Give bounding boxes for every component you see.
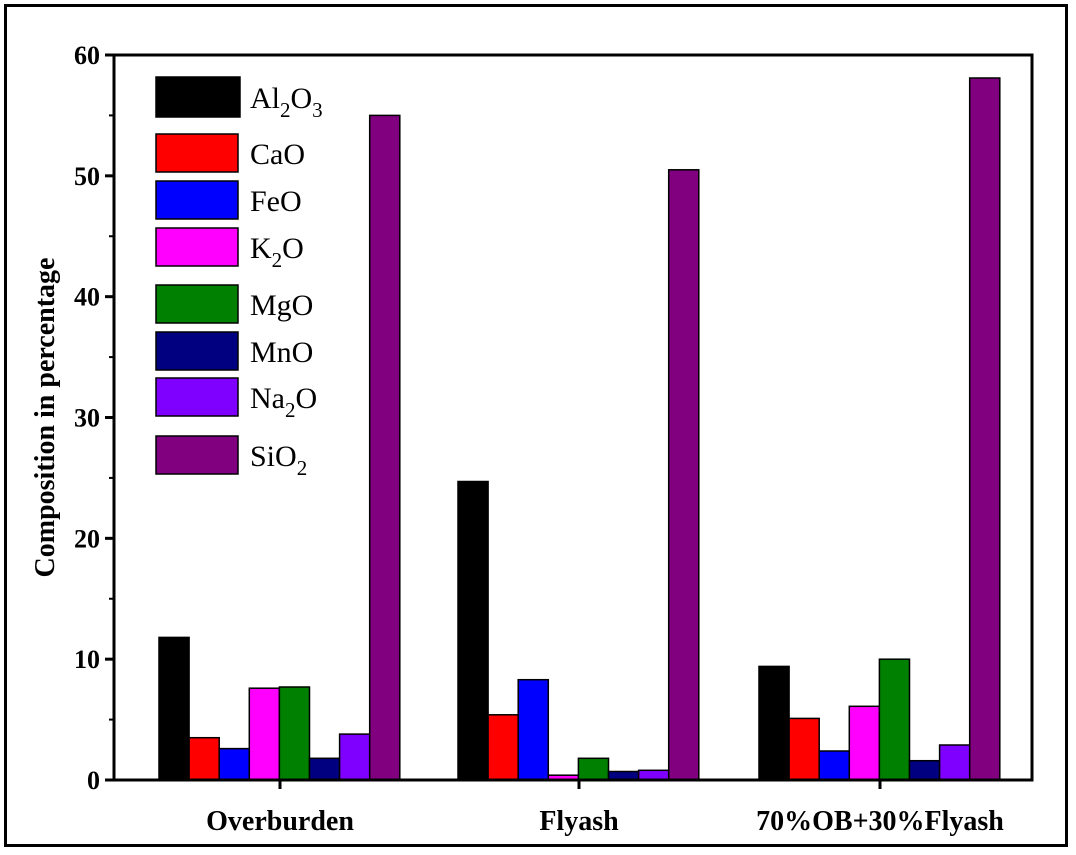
bar-mgo-1 (577, 757, 610, 781)
bar-al2o3-0 (158, 636, 190, 781)
y-tick-label: 40 (74, 283, 100, 312)
legend-label-sio2: SiO2 (250, 440, 307, 480)
legend-swatch-k2o (155, 227, 239, 267)
y-tick-label: 60 (74, 41, 100, 70)
legend-label-mgo: MgO (250, 289, 313, 322)
bar-cao-1 (487, 714, 519, 781)
legend-label-al2o3: Al2O3 (250, 82, 323, 122)
bar-cao-2 (788, 717, 820, 781)
bar-mno-2 (908, 759, 941, 781)
y-tick-label: 0 (87, 766, 100, 795)
bar-k2o-2 (848, 705, 881, 781)
y-tick-label: 50 (74, 162, 100, 191)
y-tick-label: 20 (74, 524, 100, 553)
bar-mgo-2 (878, 658, 911, 781)
bar-cao-0 (188, 736, 220, 781)
bar-feo-1 (517, 678, 550, 781)
legend-swatch-mgo (155, 284, 239, 324)
bar-na2o-2 (938, 744, 971, 781)
bar-sio2-1 (667, 169, 700, 781)
bar-al2o3-1 (457, 480, 489, 781)
x-category-label: Overburden (206, 806, 354, 837)
legend-swatch-na2o (155, 377, 239, 417)
legend-swatch-al2o3 (155, 76, 241, 118)
bar-sio2-0 (368, 114, 401, 781)
y-tick-label: 10 (74, 645, 100, 674)
legend-swatch-feo (155, 180, 239, 220)
legend-label-k2o: K2O (250, 232, 304, 272)
legend-label-feo: FeO (250, 185, 302, 218)
legend-swatch-sio2 (155, 435, 239, 475)
axis-ticks: 0 10 20 30 40 50 60 Overburden Flyash 70%OB+30%Fl… (74, 41, 1004, 837)
y-tick-label: 30 (74, 404, 100, 433)
legend-label-mno: MnO (250, 336, 313, 369)
bar-feo-0 (218, 747, 251, 781)
x-category-label: 70%OB+30%Flyash (756, 806, 1004, 837)
x-category-label: Flyash (539, 806, 619, 837)
bar-feo-2 (818, 750, 851, 781)
legend: Al2O3 CaO FeO K2O MgO MnO Na2O SiO2 (155, 76, 323, 480)
legend-swatch-mno (155, 331, 239, 371)
bar-sio2-2 (968, 77, 1001, 781)
y-axis-title: Composition in percentage (30, 258, 61, 578)
bars-layer (158, 77, 1001, 781)
bar-al2o3-2 (758, 665, 790, 781)
bar-na2o-0 (338, 733, 371, 781)
legend-swatch-cao (155, 133, 239, 173)
legend-label-cao: CaO (250, 138, 305, 171)
bar-mgo-0 (278, 686, 311, 781)
bar-k2o-0 (248, 687, 281, 781)
bar-mno-0 (308, 757, 341, 781)
figure-frame (4, 4, 1068, 847)
legend-label-na2o: Na2O (250, 382, 317, 422)
